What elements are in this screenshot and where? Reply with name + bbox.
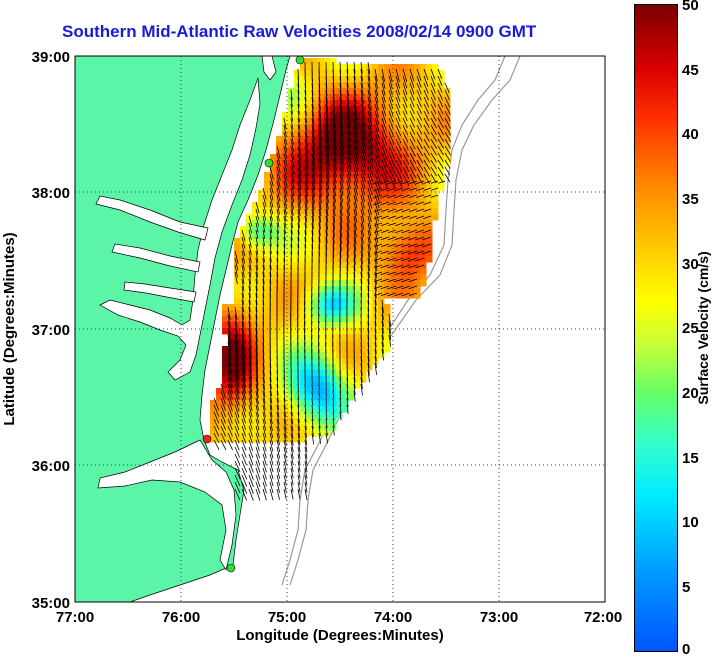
- colorbar-tick: 15: [682, 450, 699, 467]
- y-tick: 38:00: [32, 185, 70, 202]
- plot-frame: [74, 55, 606, 603]
- x-axis-label: Longitude (Degrees:Minutes): [236, 627, 444, 644]
- colorbar-tick: 20: [682, 385, 699, 402]
- y-tick: 39:00: [32, 49, 70, 66]
- colorbar-tick: 5: [682, 579, 691, 596]
- grid-lines: [75, 56, 605, 602]
- pamlico-sound: [97, 439, 237, 571]
- x-tick: 75:00: [268, 609, 306, 626]
- x-tick: 73:00: [480, 609, 518, 626]
- colorbar-tick: 0: [682, 641, 691, 658]
- colorbar-label: Surface Velocity (cm/s): [695, 251, 711, 405]
- colorbar-tick: 35: [682, 191, 699, 208]
- y-axis-label: Latitude (Degrees:Minutes): [1, 232, 18, 425]
- rappahannock-river: [111, 243, 201, 273]
- delaware-bay: [261, 56, 277, 81]
- radar-site: [202, 434, 212, 444]
- x-tick: 76:00: [162, 609, 200, 626]
- colorbar: [634, 4, 678, 652]
- colorbar-tick: 25: [682, 320, 699, 337]
- colorbar-tick: 40: [682, 126, 699, 143]
- radar-site: [264, 158, 274, 168]
- velocity-arrows: [213, 61, 452, 501]
- potomac-river: [95, 195, 209, 241]
- colorbar-tick: 30: [682, 256, 699, 273]
- colorbar-tick: 50: [682, 0, 699, 14]
- radar-site: [226, 563, 236, 573]
- colorbar-tick: 10: [682, 514, 699, 531]
- map-title: Southern Mid-Atlantic Raw Velocities 200…: [62, 22, 537, 41]
- y-tick: 36:00: [32, 458, 70, 475]
- york-river: [123, 281, 197, 303]
- colorbar-tick: 45: [682, 62, 699, 79]
- x-tick: 77:00: [56, 609, 94, 626]
- y-tick: 35:00: [32, 595, 70, 612]
- x-tick: 72:00: [584, 609, 622, 626]
- bathymetry-contours: [281, 56, 521, 586]
- y-tick: 37:00: [32, 322, 70, 339]
- radar-site: [295, 56, 305, 65]
- x-tick: 74:00: [374, 609, 412, 626]
